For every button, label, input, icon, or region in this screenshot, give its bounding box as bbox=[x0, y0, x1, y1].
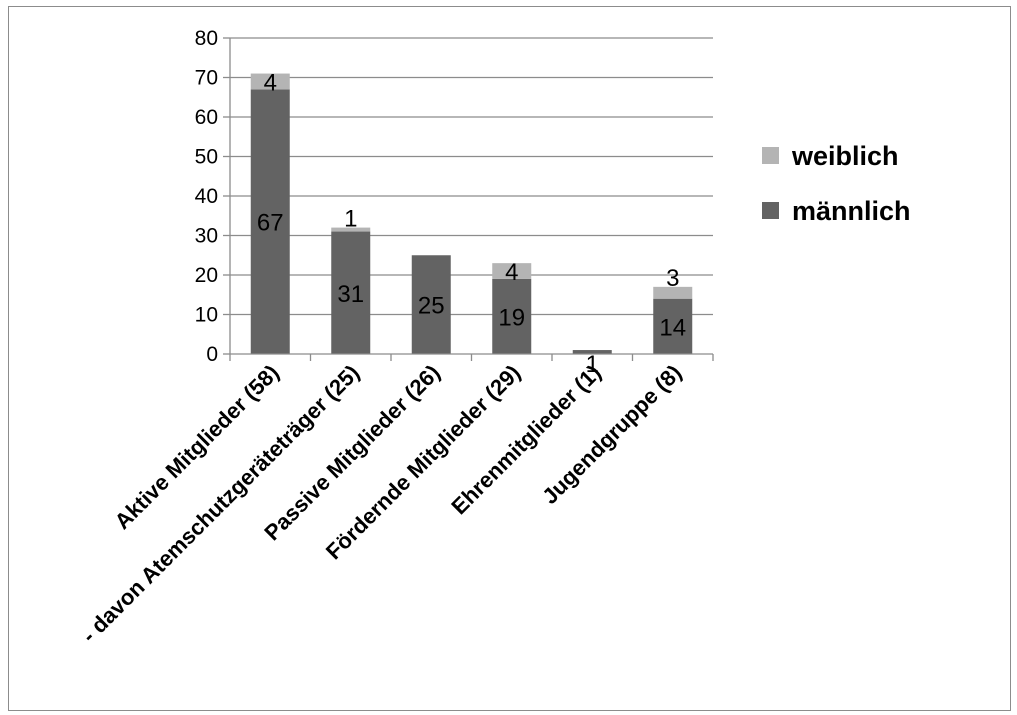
data-label: 3 bbox=[666, 265, 679, 292]
bar-maennlich-0 bbox=[250, 89, 290, 354]
data-label: 67 bbox=[257, 210, 284, 237]
legend: weiblich männlich bbox=[762, 141, 911, 226]
y-tick-label: 10 bbox=[195, 304, 218, 327]
category-label: Ehrenmitglieder (1) bbox=[446, 360, 605, 519]
data-label: 1 bbox=[344, 206, 357, 233]
y-tick-label: 70 bbox=[195, 67, 218, 90]
category-label: Aktive Mitglieder (58) bbox=[110, 360, 284, 534]
category-label: - davon Atemschutzgeräteträger (25) bbox=[77, 360, 365, 648]
bar-maennlich-4 bbox=[572, 350, 612, 354]
gridlines bbox=[230, 37, 713, 316]
axes: 0 10 20 30 40 50 60 70 80 Aktive Mitglieder (58)-… bbox=[77, 27, 714, 648]
data-label: 1 bbox=[586, 351, 599, 378]
y-tick-label: 0 bbox=[206, 343, 218, 366]
bar-maennlich-3 bbox=[492, 278, 532, 354]
bar-weiblich-5 bbox=[653, 286, 693, 299]
bar-maennlich-2 bbox=[411, 255, 451, 354]
legend-label-maennlich: männlich bbox=[792, 196, 911, 226]
data-label: 14 bbox=[659, 314, 686, 341]
y-tick-label: 20 bbox=[195, 264, 218, 287]
data-label: 25 bbox=[418, 293, 445, 320]
chart-frame bbox=[8, 6, 1011, 711]
bar-weiblich-1 bbox=[331, 227, 371, 232]
data-label: 4 bbox=[505, 259, 518, 286]
y-tick-label: 30 bbox=[195, 225, 218, 248]
y-tick-label: 60 bbox=[195, 106, 218, 129]
legend-swatch-weiblich bbox=[762, 147, 779, 164]
data-labels: 67 4 31 1 25 19 4 1 14 3 bbox=[257, 69, 686, 378]
legend-label-weiblich: weiblich bbox=[791, 141, 899, 171]
bar-maennlich-1 bbox=[331, 231, 371, 354]
bar-weiblich-0 bbox=[250, 73, 290, 90]
bar-maennlich-5 bbox=[653, 298, 693, 354]
bar-weiblich-3 bbox=[492, 263, 532, 279]
data-label: 4 bbox=[264, 69, 277, 96]
category-label: Jugendgruppe (8) bbox=[537, 360, 686, 509]
data-label: 19 bbox=[498, 304, 525, 331]
y-tick-label: 80 bbox=[195, 27, 218, 50]
data-label: 31 bbox=[337, 281, 364, 308]
y-tick-label: 50 bbox=[195, 146, 218, 169]
legend-swatch-maennlich bbox=[762, 202, 779, 219]
y-tick-label: 40 bbox=[195, 185, 218, 208]
bars bbox=[250, 73, 693, 354]
